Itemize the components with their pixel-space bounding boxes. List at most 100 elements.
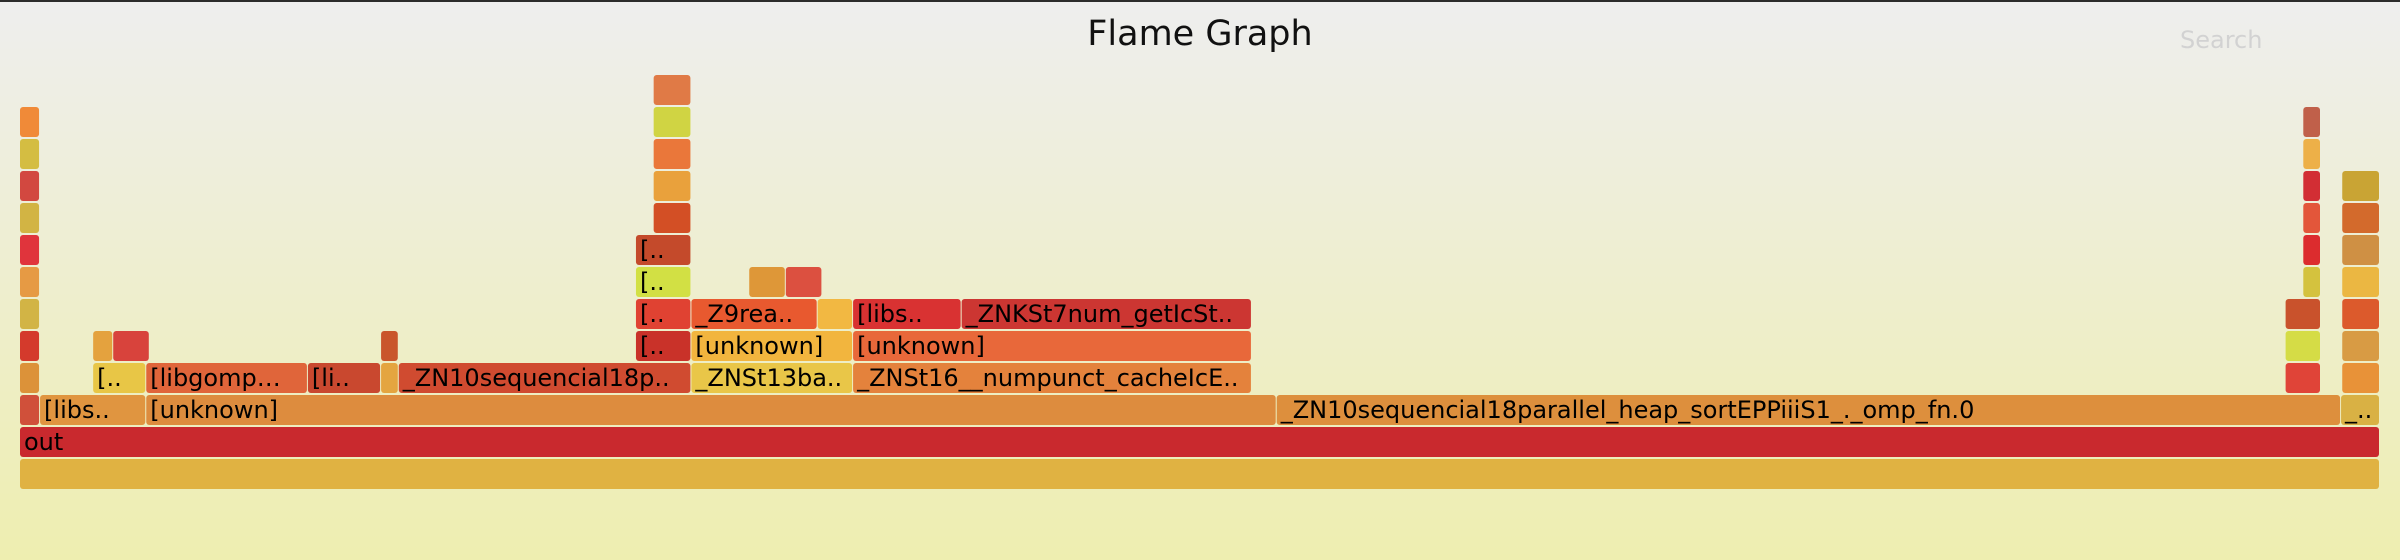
flame-frame-rect[interactable] [93,363,146,393]
flame-frame-rect[interactable] [853,363,1251,393]
flame-frame[interactable] [653,139,691,169]
flame-frame-rect[interactable] [20,427,2379,457]
flame-frame[interactable] [20,107,40,137]
flame-frame[interactable] [2303,139,2320,169]
flame-frame-rect[interactable] [93,331,113,361]
flame-frame[interactable] [20,171,40,201]
flame-frame-rect[interactable] [635,267,691,297]
flame-frame[interactable]: _Z9rea.. [691,299,817,329]
flame-frame[interactable] [93,331,113,361]
flame-frame-rect[interactable] [2342,299,2379,329]
flame-frame-rect[interactable] [2303,107,2320,137]
flame-frame-rect[interactable] [2303,267,2320,297]
flame-frame-rect[interactable] [20,395,40,425]
flame-frame-rect[interactable] [691,299,817,329]
flame-frame[interactable] [2342,299,2379,329]
flame-frame[interactable] [20,395,40,425]
flame-frame-rect[interactable] [1276,395,2341,425]
flame-frame[interactable] [785,267,822,297]
flame-frame-rect[interactable] [635,235,691,265]
flame-frame-rect[interactable] [653,203,691,233]
flame-frame[interactable] [2303,203,2320,233]
flame-frame-rect[interactable] [2342,363,2379,393]
flame-frame[interactable]: [.. [635,299,691,329]
flame-frame-rect[interactable] [146,395,1276,425]
flame-frame[interactable] [653,203,691,233]
flame-frame-rect[interactable] [691,363,853,393]
flame-frame[interactable]: [unknown] [691,331,853,361]
flame-frame-rect[interactable] [853,331,1251,361]
flame-frame-rect[interactable] [653,171,691,201]
flame-frame[interactable] [113,331,149,361]
flame-frame-rect[interactable] [2285,363,2320,393]
flame-frame[interactable] [2342,235,2379,265]
flame-frame[interactable]: _ZN10sequencial18p.. [398,363,691,393]
flame-frame-rect[interactable] [20,299,40,329]
flame-frame-rect[interactable] [2303,235,2320,265]
flame-frame-rect[interactable] [381,331,398,361]
flame-frame[interactable] [817,299,853,329]
flame-frame-rect[interactable] [20,363,40,393]
flame-frame-rect[interactable] [146,363,307,393]
flame-frame[interactable]: _ZNSt13ba.. [691,363,853,393]
flame-frame[interactable] [381,363,398,393]
flame-frame-rect[interactable] [2285,331,2320,361]
flame-frame-rect[interactable] [2342,235,2379,265]
flame-frame-rect[interactable] [785,267,822,297]
flame-frame-rect[interactable] [2303,171,2320,201]
flame-frame-rect[interactable] [2342,267,2379,297]
flame-frame[interactable] [653,171,691,201]
flame-frame[interactable]: [.. [635,331,691,361]
flame-frame[interactable] [2342,171,2379,201]
flame-frame[interactable]: _ZNSt16__numpunct_cacheIcE.. [853,363,1251,393]
flame-frame[interactable] [381,331,398,361]
flame-frame-rect[interactable] [381,363,398,393]
flame-frame[interactable] [749,267,785,297]
flame-frame[interactable] [2342,203,2379,233]
flame-frame[interactable] [20,459,2379,489]
flame-frame-rect[interactable] [749,267,785,297]
flame-frame[interactable] [2342,331,2379,361]
flame-frame[interactable]: out [20,427,2379,457]
flame-frame[interactable] [20,267,40,297]
flame-frame[interactable] [2303,267,2320,297]
flame-frame-rect[interactable] [2303,203,2320,233]
flame-frame[interactable]: [libgomp… [146,363,307,393]
flame-frame[interactable]: _ZN10sequencial18parallel_heap_sortEPPii… [1276,395,2341,425]
flame-frame[interactable]: [.. [93,363,146,393]
flame-frame[interactable]: [unknown] [853,331,1251,361]
flame-frame[interactable] [20,235,40,265]
flame-frame-rect[interactable] [20,171,40,201]
flame-frame-rect[interactable] [2342,331,2379,361]
flame-frame-rect[interactable] [2303,139,2320,169]
flame-frame[interactable] [2342,267,2379,297]
flame-frame[interactable] [2342,363,2379,393]
flame-frame[interactable]: [unknown] [146,395,1276,425]
flame-frame[interactable] [2303,171,2320,201]
flame-frame-rect[interactable] [20,331,40,361]
flame-frame[interactable] [653,107,691,137]
flame-frame-rect[interactable] [961,299,1251,329]
flame-frame-rect[interactable] [817,299,853,329]
flame-frame-rect[interactable] [20,267,40,297]
flame-frame-rect[interactable] [398,363,691,393]
flame-frame[interactable] [2303,235,2320,265]
flame-frame-rect[interactable] [853,299,961,329]
flame-frame-rect[interactable] [2285,299,2320,329]
flame-frame[interactable]: [libs.. [40,395,146,425]
flame-frame[interactable] [2303,107,2320,137]
search-button[interactable]: Search [2180,26,2263,54]
flame-frame[interactable] [20,203,40,233]
flame-frame-rect[interactable] [40,395,146,425]
flame-frame-rect[interactable] [2342,171,2379,201]
flame-frame-rect[interactable] [2341,395,2379,425]
flame-frame[interactable] [2285,363,2320,393]
flame-frame[interactable] [653,75,691,105]
flame-frame-rect[interactable] [20,139,40,169]
flame-frame[interactable] [2285,331,2320,361]
flame-frame-rect[interactable] [20,235,40,265]
flame-frame-rect[interactable] [635,299,691,329]
flame-frame-rect[interactable] [307,363,381,393]
flame-frame-rect[interactable] [20,203,40,233]
flame-frame[interactable] [20,139,40,169]
